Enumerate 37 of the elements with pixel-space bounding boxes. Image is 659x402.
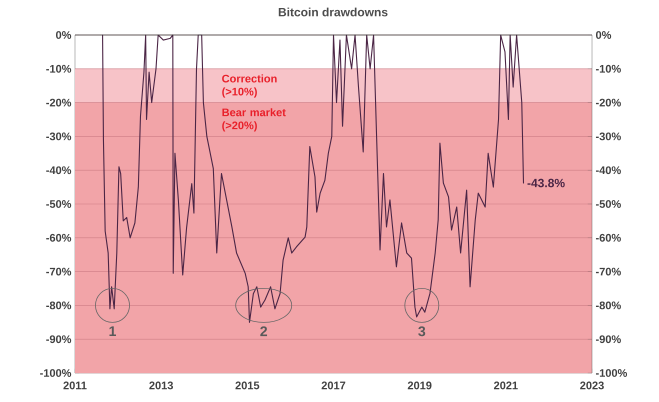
y-tick-label: -10% <box>46 64 72 73</box>
x-tick-label: 2023 <box>580 382 604 390</box>
y2-tick-label: -90% <box>596 335 621 344</box>
y2-tick-label: 0% <box>596 31 612 39</box>
band-label: Bear market (>20%) <box>222 108 286 132</box>
chart-title: Bitcoin drawdowns <box>278 8 388 16</box>
y2-tick-label: -10% <box>596 64 621 73</box>
y2-tick-label: -80% <box>596 302 621 310</box>
y-tick-label: -40% <box>46 166 72 174</box>
band-label: Correction (>10%) <box>222 74 277 98</box>
annotation: 3 <box>418 326 426 336</box>
x-tick-label: 2011 <box>63 382 87 390</box>
y-tick-label: -60% <box>46 234 72 242</box>
annotation: 2 <box>260 326 268 336</box>
x-tick-label: 2021 <box>494 382 518 390</box>
annotation: 1 <box>109 326 116 336</box>
y2-tick-label: -100% <box>596 369 628 377</box>
x-tick-label: 2015 <box>235 382 260 390</box>
y2-tick-label: -30% <box>596 132 621 140</box>
y2-tick-label: -50% <box>596 200 621 208</box>
annotation: -43.8% <box>528 178 565 188</box>
y2-tick-label: -40% <box>596 166 621 174</box>
y-tick-label: -90% <box>46 335 72 344</box>
line-series <box>102 34 524 323</box>
y-tick-label: -50% <box>46 200 72 208</box>
x-tick-label: 2017 <box>322 382 346 390</box>
y-tick-label: -80% <box>46 302 72 310</box>
x-tick-label: 2019 <box>408 382 432 390</box>
y2-tick-label: -70% <box>596 268 621 276</box>
y-tick-label: -30% <box>46 132 72 140</box>
y-tick-label: -100% <box>40 369 72 377</box>
y-tick-label: -20% <box>46 98 72 106</box>
y2-tick-label: -20% <box>596 98 621 106</box>
x-tick-label: 2013 <box>149 382 174 390</box>
y-tick-label: 0% <box>56 31 72 39</box>
y-tick-label: -70% <box>46 268 72 276</box>
y2-tick-label: -60% <box>596 234 621 242</box>
